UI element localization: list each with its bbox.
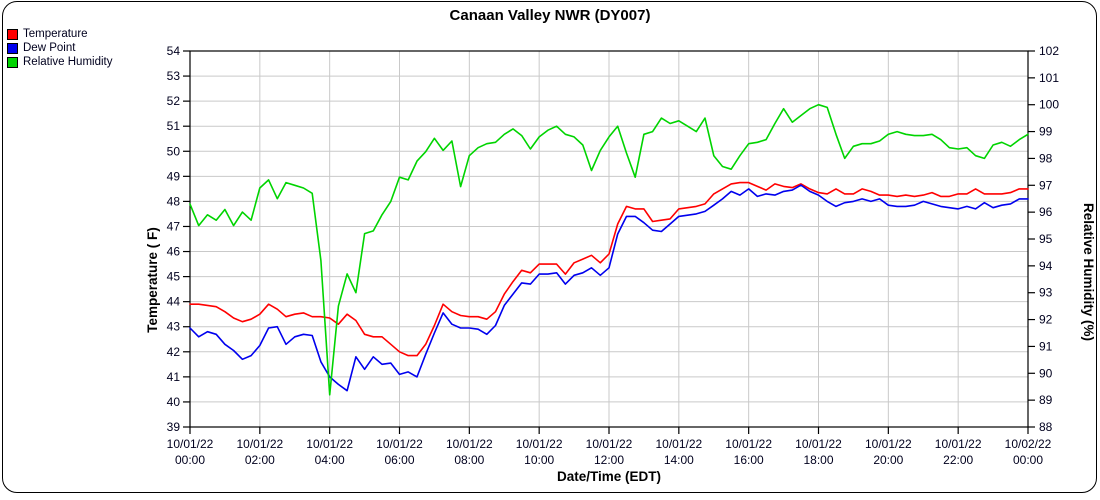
chart-outer-border [2,1,1097,493]
y-left-tick-label: 44 [167,295,181,309]
y-right-tick-label: 92 [1039,313,1053,327]
x-tick-label-time: 04:00 [315,453,345,467]
legend-item-dew-point: Dew Point [7,41,112,55]
axis-ticks [183,50,1035,434]
series-line-temperature [189,181,1029,357]
x-tick-label-date: 10/01/22 [167,437,214,451]
y-left-tick-label: 41 [167,370,181,384]
y-right-tick-label: 94 [1039,259,1053,273]
y-left-tick-label: 51 [167,119,181,133]
legend-swatch-temperature [7,28,18,40]
x-tick-label-date: 10/01/22 [655,437,702,451]
y-right-tick-label: 90 [1039,366,1053,380]
x-tick-label-date: 10/02/22 [1005,437,1052,451]
y-left-tick-label: 47 [167,219,181,233]
x-tick-label-time: 06:00 [384,453,414,467]
x-tick-label-date: 10/01/22 [725,437,772,451]
x-tick-label-date: 10/01/22 [586,437,633,451]
legend-label-dew-point: Dew Point [23,42,76,54]
x-tick-label-time: 02:00 [245,453,275,467]
y-right-tick-label: 95 [1039,232,1053,246]
x-tick-label-date: 10/01/22 [446,437,493,451]
y-right-tick-label: 91 [1039,339,1053,353]
x-tick-label-time: 12:00 [594,453,624,467]
y-axis-right-title: Relative Humidity (%) [1081,203,1096,341]
legend-swatch-relative-humidity [7,56,18,68]
series-line-relative-humidity [189,103,1029,396]
chart-legend: Temperature Dew Point Relative Humidity [7,27,112,69]
x-tick-label-time: 18:00 [803,453,833,467]
data-series-lines [189,103,1029,396]
y-left-tick-label: 45 [167,270,181,284]
y-right-tick-label: 89 [1039,393,1053,407]
x-tick-label-date: 10/01/22 [516,437,563,451]
y-left-tick-label: 46 [167,245,181,259]
gridlines [190,51,1028,427]
y-left-tick-label: 40 [167,395,181,409]
y-left-tick-label: 50 [167,144,181,158]
y-right-tick-label: 97 [1039,178,1053,192]
y-right-tick-label: 98 [1039,151,1053,165]
series-line-dew-point [189,184,1029,392]
chart-title: Canaan Valley NWR (DY007) [449,7,651,24]
y-right-tick-label: 93 [1039,286,1053,300]
x-tick-label-date: 10/01/22 [795,437,842,451]
y-left-tick-label: 42 [167,345,181,359]
x-tick-label-time: 08:00 [454,453,484,467]
y-right-tick-label: 96 [1039,205,1053,219]
y-left-tick-label: 39 [167,420,181,434]
legend-item-temperature: Temperature [7,27,112,41]
y-left-tick-label: 53 [167,69,181,83]
x-tick-label-time: 22:00 [943,453,973,467]
x-tick-label-time: 00:00 [175,453,205,467]
y-right-tick-label: 102 [1039,44,1059,58]
y-right-tick-label: 100 [1039,98,1059,112]
legend-label-relative-humidity: Relative Humidity [23,56,113,68]
y-right-tick-label: 88 [1039,420,1053,434]
y-left-tick-label: 49 [167,169,181,183]
y-left-tick-label: 43 [167,320,181,334]
legend-label-temperature: Temperature [23,28,88,40]
y-left-tick-label: 48 [167,194,181,208]
y-right-tick-label: 101 [1039,71,1059,85]
x-tick-label-date: 10/01/22 [236,437,283,451]
legend-item-relative-humidity: Relative Humidity [7,55,112,69]
x-tick-label-date: 10/01/22 [376,437,423,451]
y-right-tick-label: 99 [1039,125,1053,139]
x-tick-label-date: 10/01/22 [865,437,912,451]
axis-tick-labels: 39 40 41 42 43 44 45 46 47 48 49 50 51 52 53 54 88 89 90 91… [167,44,1060,467]
x-tick-label-time: 10:00 [524,453,554,467]
x-tick-label-time: 14:00 [664,453,694,467]
x-tick-label-date: 10/01/22 [935,437,982,451]
x-tick-label-time: 16:00 [734,453,764,467]
legend-swatch-dew-point [7,42,18,54]
x-tick-label-date: 10/01/22 [306,437,353,451]
x-axis-title: Date/Time (EDT) [557,469,661,484]
x-tick-label-time: 00:00 [1013,453,1043,467]
y-axis-left-title: Temperature ( F) [145,227,160,333]
y-left-tick-label: 54 [167,44,181,58]
x-tick-label-time: 20:00 [873,453,903,467]
y-left-tick-label: 52 [167,94,181,108]
